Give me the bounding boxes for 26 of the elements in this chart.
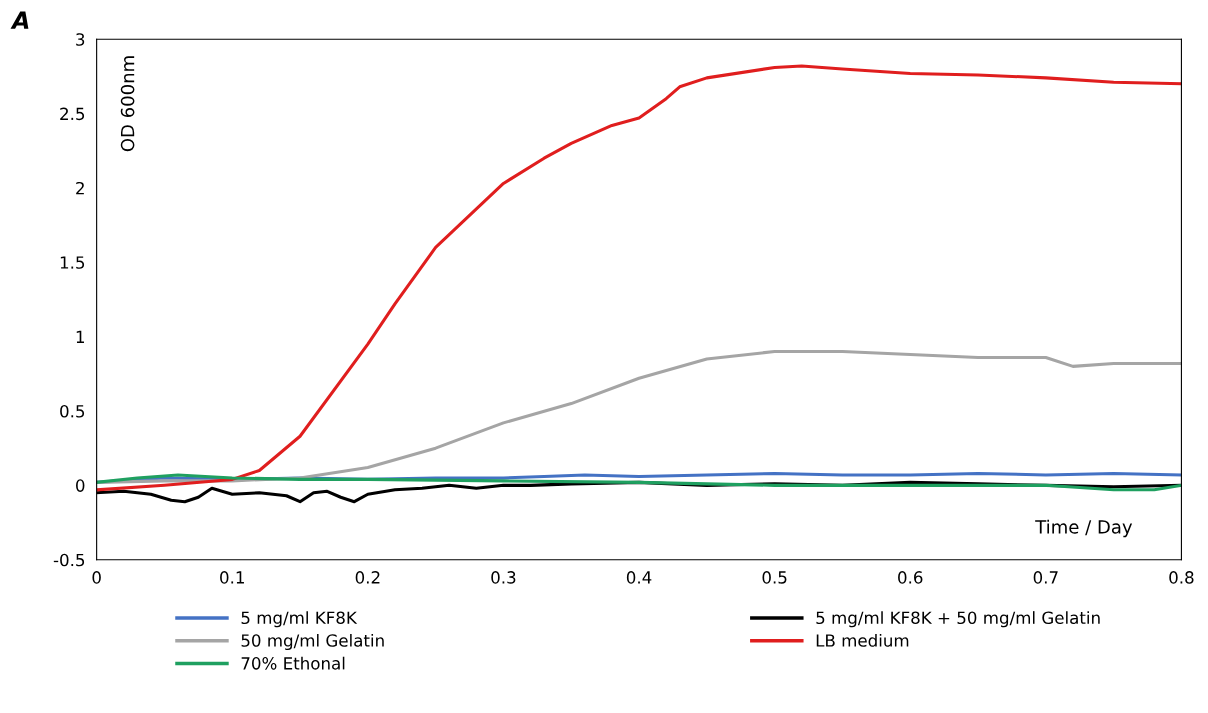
x-tick-label: 0	[92, 571, 101, 584]
x-tick-label: 0.4	[626, 571, 652, 584]
y-tick-label: 1.5	[60, 256, 85, 269]
y-axis-title: OD 600nm	[120, 56, 135, 152]
x-tick-label: 0.6	[898, 571, 923, 584]
x-axis-title: Time / Day	[1035, 519, 1133, 538]
x-tick-label: 0.8	[1169, 571, 1194, 584]
y-tick-label: 3	[76, 33, 85, 46]
line-series	[96, 473, 1182, 492]
chart-title: A	[10, 11, 29, 29]
y-tick-label: 0	[76, 479, 85, 492]
legend-label: 50 mg/ml Gelatin	[241, 633, 384, 651]
x-tick-label: 0.2	[355, 571, 380, 584]
x-tick-label: 0.7	[1033, 571, 1058, 584]
y-tick-label: 1	[76, 330, 84, 343]
y-tick-label: 2.5	[60, 107, 85, 121]
legend-label: LB medium	[816, 633, 909, 647]
x-tick-label: 0.1	[220, 571, 244, 584]
legend-label: 5 mg/ml KF8K	[241, 611, 358, 628]
y-tick-label: -0.5	[53, 553, 85, 567]
y-tick-label: 0.5	[60, 404, 85, 418]
x-tick-label: 0.5	[762, 571, 787, 584]
legend-label: 5 mg/ml KF8K + 50 mg/ml Gelatin	[816, 611, 1100, 628]
x-tick-label: 0.3	[491, 571, 516, 584]
y-tick-label: 2	[76, 181, 84, 195]
legend-label: 70% Ethonal	[241, 656, 345, 670]
